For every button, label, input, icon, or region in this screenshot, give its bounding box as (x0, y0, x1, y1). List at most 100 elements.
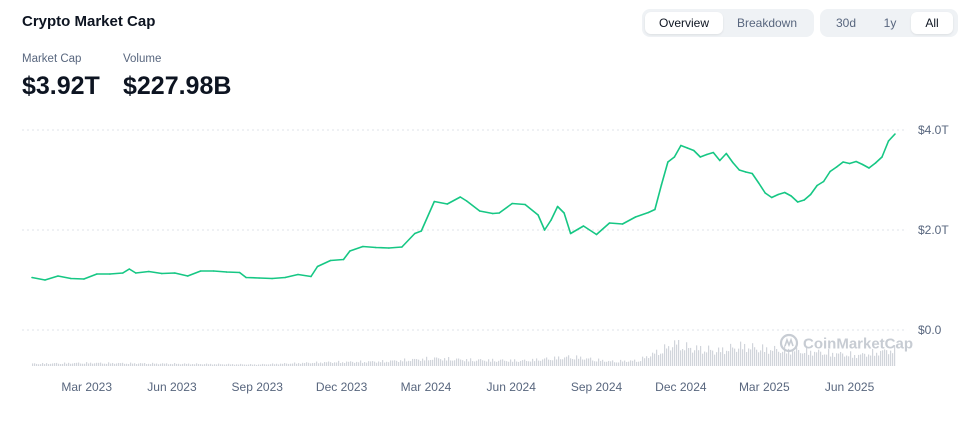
volume-bar (154, 363, 156, 366)
volume-bar (388, 362, 390, 366)
volume-bar (594, 361, 596, 366)
market-cap-point (809, 193, 812, 196)
volume-bar (738, 348, 740, 366)
volume-bar (278, 364, 280, 366)
volume-bar (246, 364, 248, 366)
market-cap-point (491, 212, 494, 215)
tab-overview[interactable]: Overview (645, 12, 723, 34)
volume-bar (86, 362, 88, 366)
market-cap-point (329, 259, 332, 262)
range-30d-button[interactable]: 30d (835, 16, 857, 30)
volume-bar (824, 354, 826, 366)
volume-bar (296, 363, 298, 366)
volume-bar (882, 350, 884, 366)
volume-bar (236, 364, 238, 366)
volume-bar (74, 363, 76, 366)
market-cap-point (855, 160, 857, 163)
volume-bar (172, 364, 174, 366)
volume-bar (384, 362, 386, 366)
volume-bar (632, 360, 634, 366)
volume-bar (54, 363, 56, 366)
volume-bar (542, 359, 544, 366)
market-cap-point (245, 276, 247, 279)
volume-bar (310, 363, 312, 366)
volume-bar (250, 364, 252, 366)
volume-bar (412, 358, 414, 366)
volume-bar (860, 354, 862, 366)
volume-bar (368, 361, 370, 366)
volume-bar (148, 363, 150, 366)
market-cap-point (719, 159, 721, 162)
volume-bar (818, 349, 820, 366)
volume-bar (858, 354, 860, 366)
tab-breakdown[interactable]: Breakdown (736, 16, 798, 30)
volume-bar (664, 344, 666, 366)
volume-bar (840, 351, 842, 366)
market-cap-point (563, 212, 565, 214)
volume-bar (854, 355, 856, 366)
volume-bar (206, 363, 208, 366)
volume-bar (734, 348, 736, 366)
market-cap-point (738, 169, 741, 171)
market-cap-point (822, 180, 825, 183)
volume-bar (716, 352, 718, 366)
volume-bar (842, 353, 844, 366)
volume-bar (274, 364, 276, 366)
volume-bar (174, 363, 176, 366)
market-cap-point (706, 153, 708, 156)
volume-bar (456, 358, 458, 366)
volume-bar (242, 364, 244, 366)
volume-bar (578, 358, 580, 366)
volume-bar (846, 355, 848, 366)
volume-bar (420, 360, 422, 366)
volume-bar (40, 364, 42, 366)
volume-bar (794, 351, 796, 366)
volume-bar (244, 364, 246, 366)
volume-bar (868, 354, 870, 366)
volume-bar (732, 347, 734, 366)
market-cap-point (537, 214, 539, 216)
volume-bar (750, 349, 752, 366)
volume-bar (754, 347, 756, 366)
market-cap-point (135, 272, 137, 274)
volume-bar (210, 363, 212, 366)
volume-bar (282, 363, 284, 366)
volume-bar (346, 361, 348, 366)
volume-bar (708, 345, 710, 366)
market-cap-point (686, 147, 689, 149)
volume-bar (392, 360, 394, 366)
volume-bar (702, 353, 704, 366)
volume-value: $227.98B (123, 72, 232, 100)
market-cap-point (70, 277, 72, 280)
volume-bar (484, 360, 486, 366)
volume-bar (332, 363, 334, 366)
volume-bar (684, 350, 686, 366)
volume-bar (414, 358, 416, 366)
volume-bar (474, 361, 476, 366)
volume-bar (518, 361, 520, 366)
x-tick-label: Jun 2024 (487, 380, 537, 394)
volume-bar (258, 364, 260, 366)
x-tick-label: Jun 2023 (147, 380, 197, 394)
market-cap-point (803, 199, 805, 201)
volume-bar (820, 351, 822, 366)
market-cap-point (31, 276, 33, 279)
volume-bar (160, 363, 162, 366)
volume-bar (144, 363, 146, 366)
volume-bar (416, 359, 418, 366)
volume-bar (504, 360, 506, 366)
volume-bar (516, 361, 518, 366)
volume-bar (382, 360, 384, 366)
market-cap-point (725, 152, 728, 155)
volume-bar (706, 352, 708, 366)
range-all-button[interactable]: All (911, 12, 953, 34)
range-1y-button[interactable]: 1y (883, 16, 897, 30)
volume-bar (390, 360, 392, 366)
volume-bar (440, 359, 442, 366)
volume-bar (506, 361, 508, 366)
market-cap-point (225, 271, 228, 273)
volume-bar (80, 363, 82, 366)
volume-bar (252, 364, 254, 366)
market-cap-series-line (31, 133, 896, 281)
